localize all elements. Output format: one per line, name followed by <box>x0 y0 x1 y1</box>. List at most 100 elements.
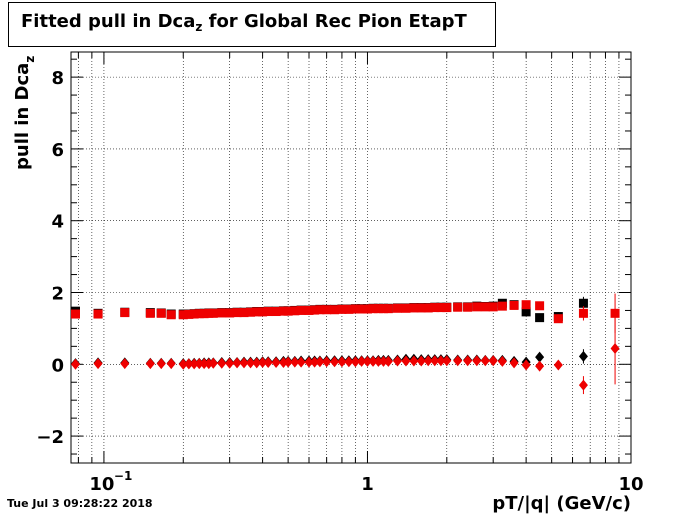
y-tick-label: 2 <box>51 283 64 304</box>
square-marker <box>246 307 256 317</box>
square-marker <box>401 303 411 313</box>
grid-lines <box>71 52 632 463</box>
diamond-marker <box>217 357 227 369</box>
diamond-marker <box>166 358 176 370</box>
series-1 <box>70 293 620 334</box>
diamond-marker <box>93 358 103 370</box>
diamond-marker <box>578 350 588 362</box>
square-marker <box>178 310 188 320</box>
square-marker <box>290 306 300 316</box>
x-axis-label: pT/|q| (GeV/c) <box>492 493 631 514</box>
diamond-marker <box>296 356 306 368</box>
square-marker <box>423 303 433 313</box>
square-marker <box>362 304 372 314</box>
square-marker <box>239 308 249 318</box>
square-marker <box>93 309 103 319</box>
square-marker <box>330 305 340 315</box>
diamond-marker <box>246 357 256 369</box>
diamond-marker <box>271 356 281 368</box>
square-marker <box>357 304 367 314</box>
square-marker <box>344 304 354 314</box>
square-marker <box>278 306 288 316</box>
square-marker <box>304 305 314 315</box>
square-marker <box>383 304 393 314</box>
square-marker <box>442 303 452 313</box>
y-tick-label: −2 <box>36 427 64 448</box>
diamond-marker <box>368 355 378 367</box>
diamond-marker <box>70 358 80 370</box>
square-marker <box>521 307 531 317</box>
square-marker <box>145 308 155 318</box>
x-tick-label: 10 <box>618 474 643 495</box>
diamond-marker <box>392 355 402 367</box>
diamond-marker <box>442 355 452 367</box>
diamond-marker <box>423 355 433 367</box>
square-marker <box>310 305 320 315</box>
diamond-marker <box>225 357 235 369</box>
square-marker <box>217 308 227 318</box>
diamond-marker <box>344 356 354 368</box>
x-tick-label: 1 <box>361 474 374 495</box>
square-marker <box>436 303 446 313</box>
diamond-marker <box>610 342 620 354</box>
square-marker <box>120 308 130 318</box>
diamond-marker <box>509 357 519 369</box>
diamond-marker <box>290 356 300 368</box>
square-marker <box>578 298 588 308</box>
square-marker <box>252 307 262 317</box>
x-tick-label: 10 <box>89 474 114 495</box>
data-series <box>70 293 620 395</box>
square-marker <box>350 304 360 314</box>
diamond-marker <box>156 358 166 370</box>
chart-title-subscript: z <box>195 20 203 34</box>
diamond-marker <box>521 359 531 371</box>
square-marker <box>156 308 166 318</box>
diamond-marker <box>453 355 463 367</box>
y-tick-label: 4 <box>51 212 64 233</box>
square-marker <box>199 309 209 319</box>
diamond-marker <box>145 358 155 370</box>
diamond-marker <box>362 355 372 367</box>
diamond-marker <box>232 357 242 369</box>
square-marker <box>488 302 498 312</box>
square-marker <box>416 303 426 313</box>
square-marker <box>70 309 80 319</box>
y-tick-label: 0 <box>51 355 64 376</box>
square-marker <box>166 310 176 320</box>
diamond-marker <box>322 356 332 368</box>
square-marker <box>322 305 332 315</box>
diamond-marker <box>258 356 268 368</box>
diamond-marker <box>409 355 419 367</box>
diamond-marker <box>194 358 204 370</box>
diamond-marker <box>383 355 393 367</box>
diamond-marker <box>357 355 367 367</box>
diamond-marker <box>208 357 218 369</box>
diamond-marker <box>304 356 314 368</box>
square-marker <box>184 309 194 319</box>
diamond-marker <box>184 358 194 370</box>
diamond-marker <box>283 356 293 368</box>
chart-title-rest: for Global Rec Pion EtapT <box>202 11 467 32</box>
diamond-marker <box>263 356 273 368</box>
square-marker <box>497 301 507 311</box>
plot-border <box>70 51 632 464</box>
diamond-marker <box>199 358 209 370</box>
square-marker <box>263 307 273 317</box>
square-marker <box>521 300 531 310</box>
square-marker <box>409 303 419 313</box>
axis-ticks <box>71 52 632 463</box>
diamond-marker <box>252 357 262 369</box>
y-axis-label-subscript: z <box>23 56 37 63</box>
diamond-marker <box>310 356 320 368</box>
square-marker <box>189 309 199 319</box>
square-marker <box>578 308 588 318</box>
y-axis-label: pull in Dcaz <box>12 56 37 170</box>
plot-frame <box>70 51 632 464</box>
diamond-marker <box>535 360 545 372</box>
y-tick-label: 8 <box>51 68 64 89</box>
diamond-marker <box>189 358 199 370</box>
diamond-marker <box>497 355 507 367</box>
square-marker <box>453 302 463 312</box>
square-marker <box>232 308 242 318</box>
diamond-marker <box>535 351 545 363</box>
